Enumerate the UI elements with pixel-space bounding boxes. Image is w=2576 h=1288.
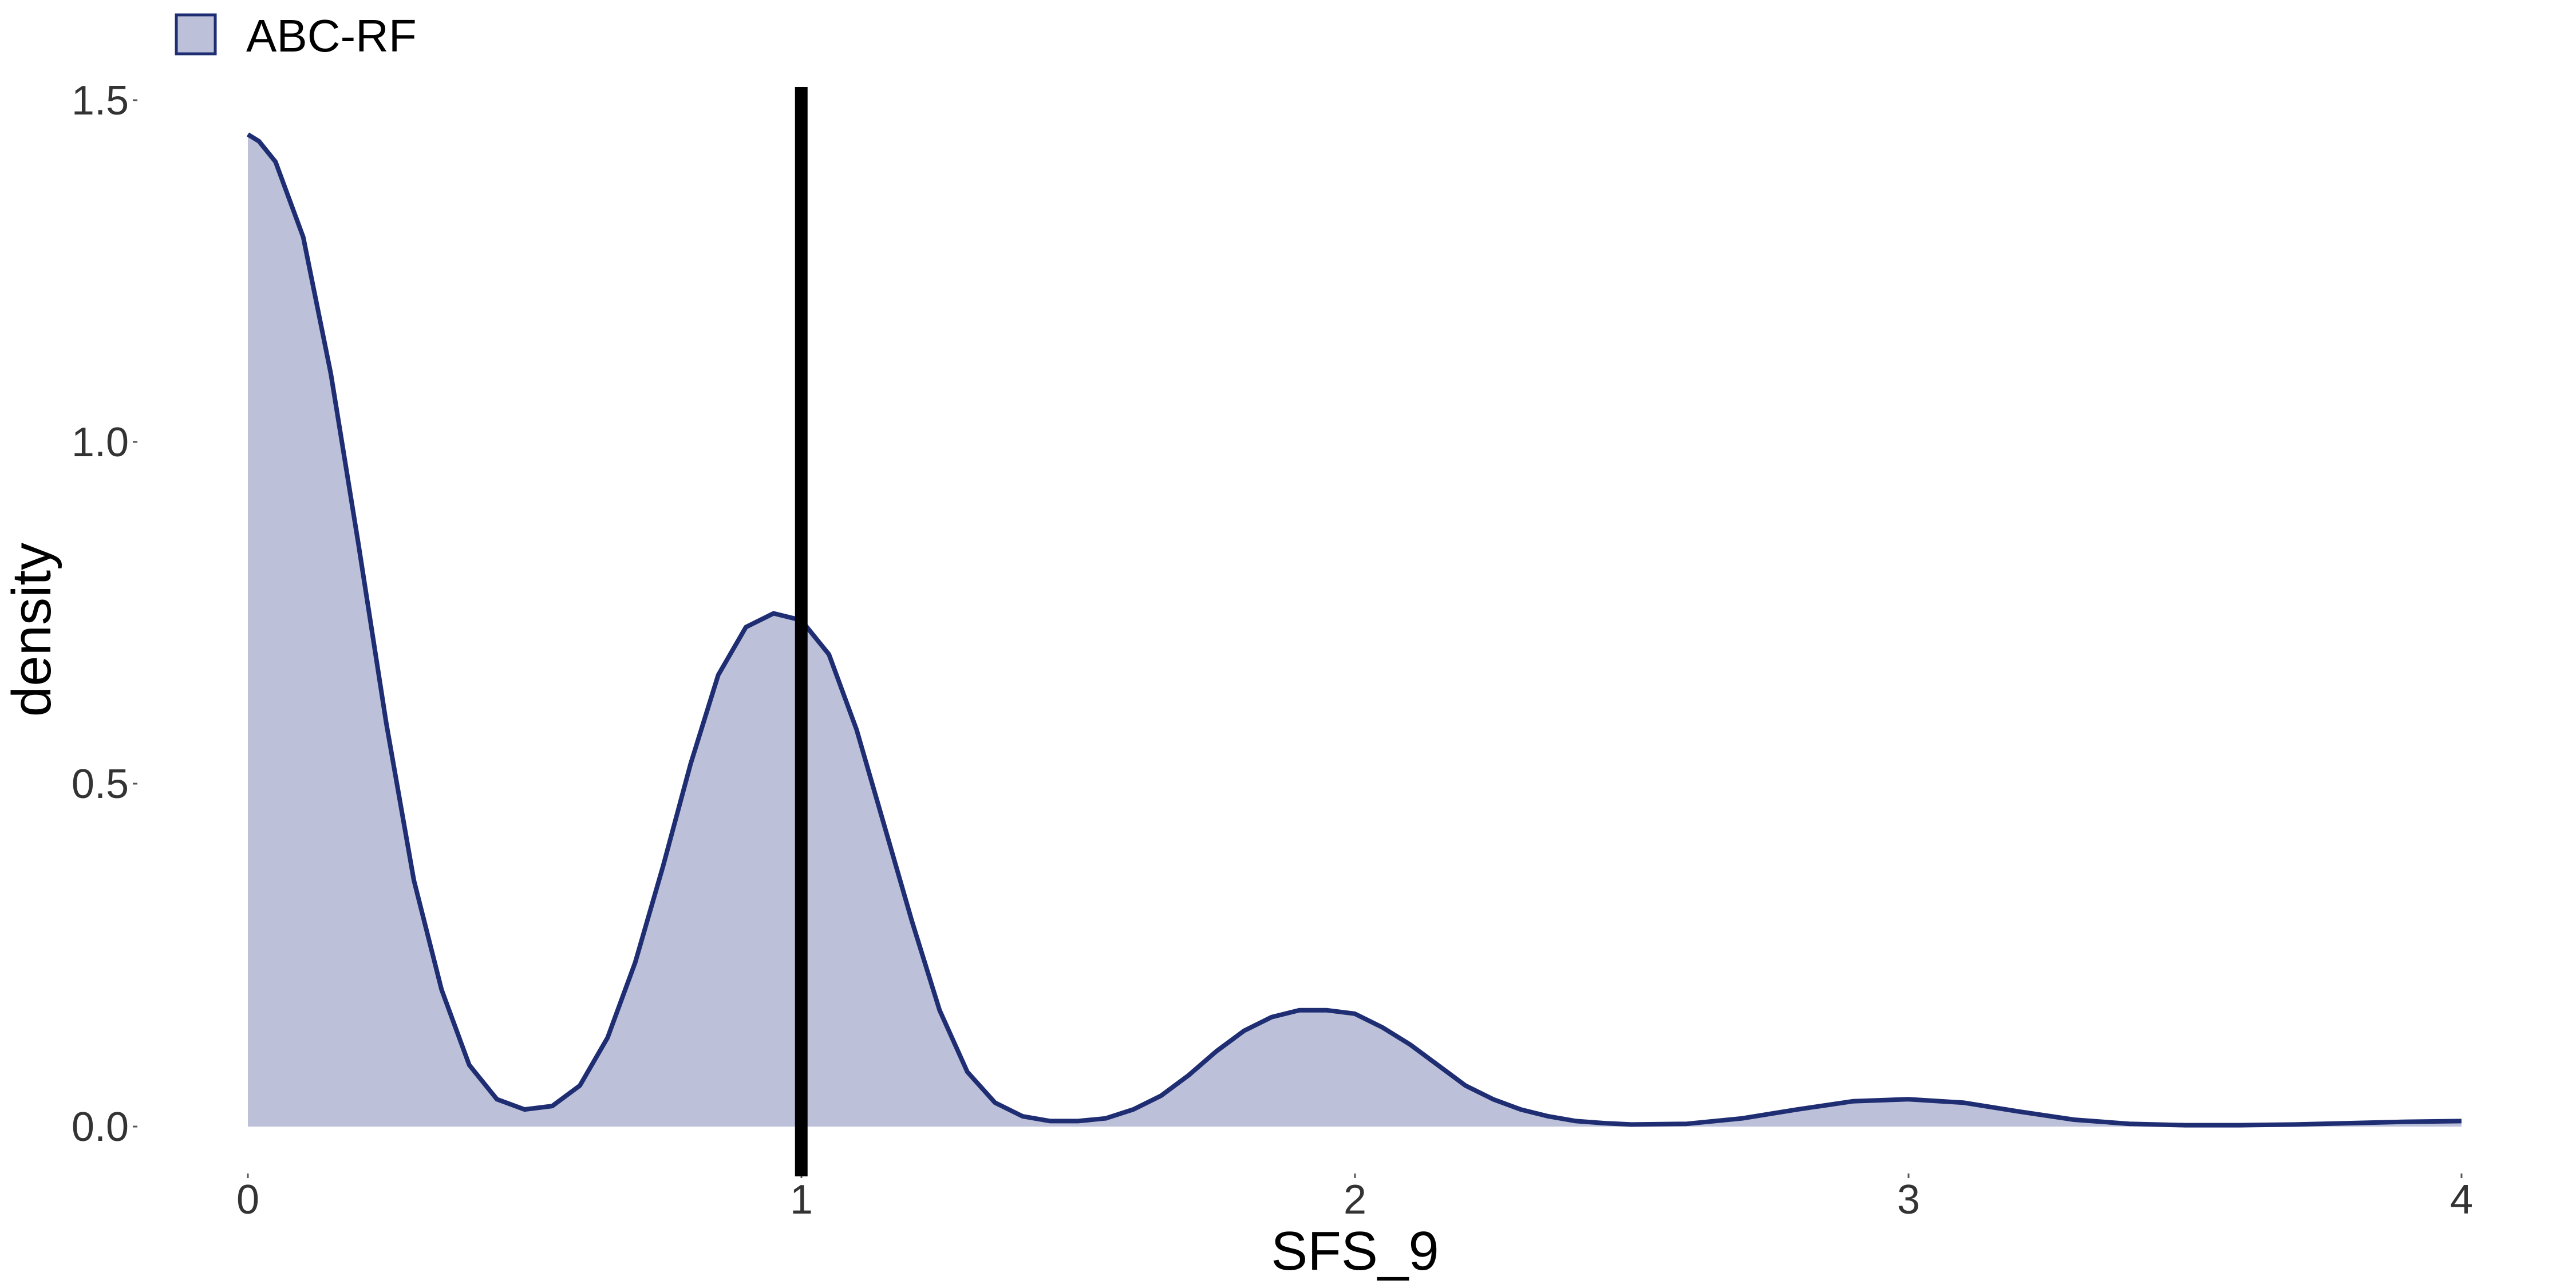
density-line	[246, 132, 2462, 1128]
y-tick-label: 1.0	[72, 420, 129, 465]
x-axis: 0 1 2 3 4	[236, 1174, 2473, 1223]
x-tick-label: 3	[1897, 1177, 1920, 1223]
x-tick-label: 0	[236, 1177, 259, 1223]
y-tick-label: 1.5	[72, 78, 129, 124]
y-tick-label: 0.5	[72, 761, 129, 807]
legend-label-abc-rf: ABC-RF	[246, 10, 417, 61]
y-tick-label: 0.0	[72, 1104, 129, 1150]
legend-swatch-abc-rf	[175, 13, 217, 56]
x-tick-label: 2	[1344, 1177, 1366, 1223]
x-tick-label: 4	[2450, 1177, 2473, 1223]
y-axis: 0.0 0.5 1.0 1.5	[72, 78, 137, 1150]
y-axis-title: density	[1, 543, 62, 717]
legend: ABC-RF	[175, 10, 417, 61]
density-area	[248, 134, 2462, 1127]
x-tick-label: 1	[790, 1177, 813, 1223]
x-axis-title: SFS_9	[1271, 1220, 1439, 1282]
